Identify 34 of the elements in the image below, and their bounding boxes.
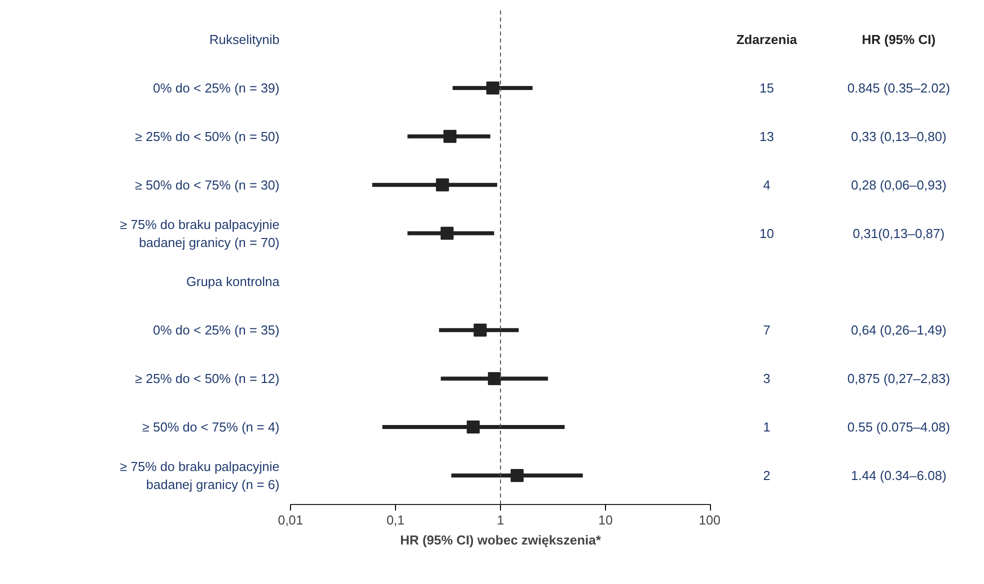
y-tick-label: ≥ 50% do < 75% (n = 30) (135, 177, 280, 192)
data-label: 0,33 (0,13–0,80) (850, 128, 946, 144)
y-tick-label: Grupa kontrolna (186, 274, 280, 290)
text: Zdarzenia (736, 32, 798, 48)
text: 3 (763, 371, 770, 386)
data-label: 0.845 (0.35–2.02) (847, 80, 950, 96)
data-label: 0,28 (0,06–0,93) (850, 177, 946, 192)
data-label: 0.55 (0.075–4.08) (847, 420, 950, 435)
x-tick-label: 1 (496, 512, 504, 528)
text: 4 (763, 177, 770, 192)
text: 1 (763, 420, 770, 435)
y-tick-label: ≥ 25% do < 50% (n = 12) (135, 371, 280, 386)
x-tick-label: 0,1 (386, 512, 405, 528)
data-label: 1.44 (0.34–6.08) (850, 468, 946, 483)
text: HR (95% CI) (862, 32, 936, 48)
text: 2 (763, 468, 770, 483)
y-tick-label: 0% do < 25% (n = 35) (153, 322, 280, 338)
x-axis-title: HR (95% CI) wobec zwiększenia* (400, 532, 602, 548)
text: 13 (759, 128, 774, 144)
text: 10 (759, 226, 774, 241)
text: 15 (759, 80, 774, 96)
y-tick-label: ≥ 75% do braku palpacyjnie badanej granicy (n = 6) (120, 458, 280, 492)
y-tick-label: ≥ 75% do braku palpacyjnie badanej granicy (n = 70) (120, 216, 280, 250)
y-tick-label: ≥ 25% do < 50% (n = 50) (135, 128, 280, 144)
data-label: 0,64 (0,26–1,49) (850, 322, 946, 338)
x-tick-label: 10 (598, 512, 613, 528)
x-tick-label: 100 (698, 512, 721, 528)
y-tick-label: 0% do < 25% (n = 39) (153, 80, 280, 96)
text: 7 (763, 322, 770, 338)
data-label: 0,31(0,13–0,87) (852, 226, 945, 241)
data-label: 0,875 (0,27–2,83) (847, 371, 950, 386)
y-tick-label: Rukselitynib (209, 32, 280, 48)
y-tick-label: ≥ 50% do < 75% (n = 4) (142, 420, 280, 435)
x-tick-label: 0,01 (278, 512, 304, 528)
